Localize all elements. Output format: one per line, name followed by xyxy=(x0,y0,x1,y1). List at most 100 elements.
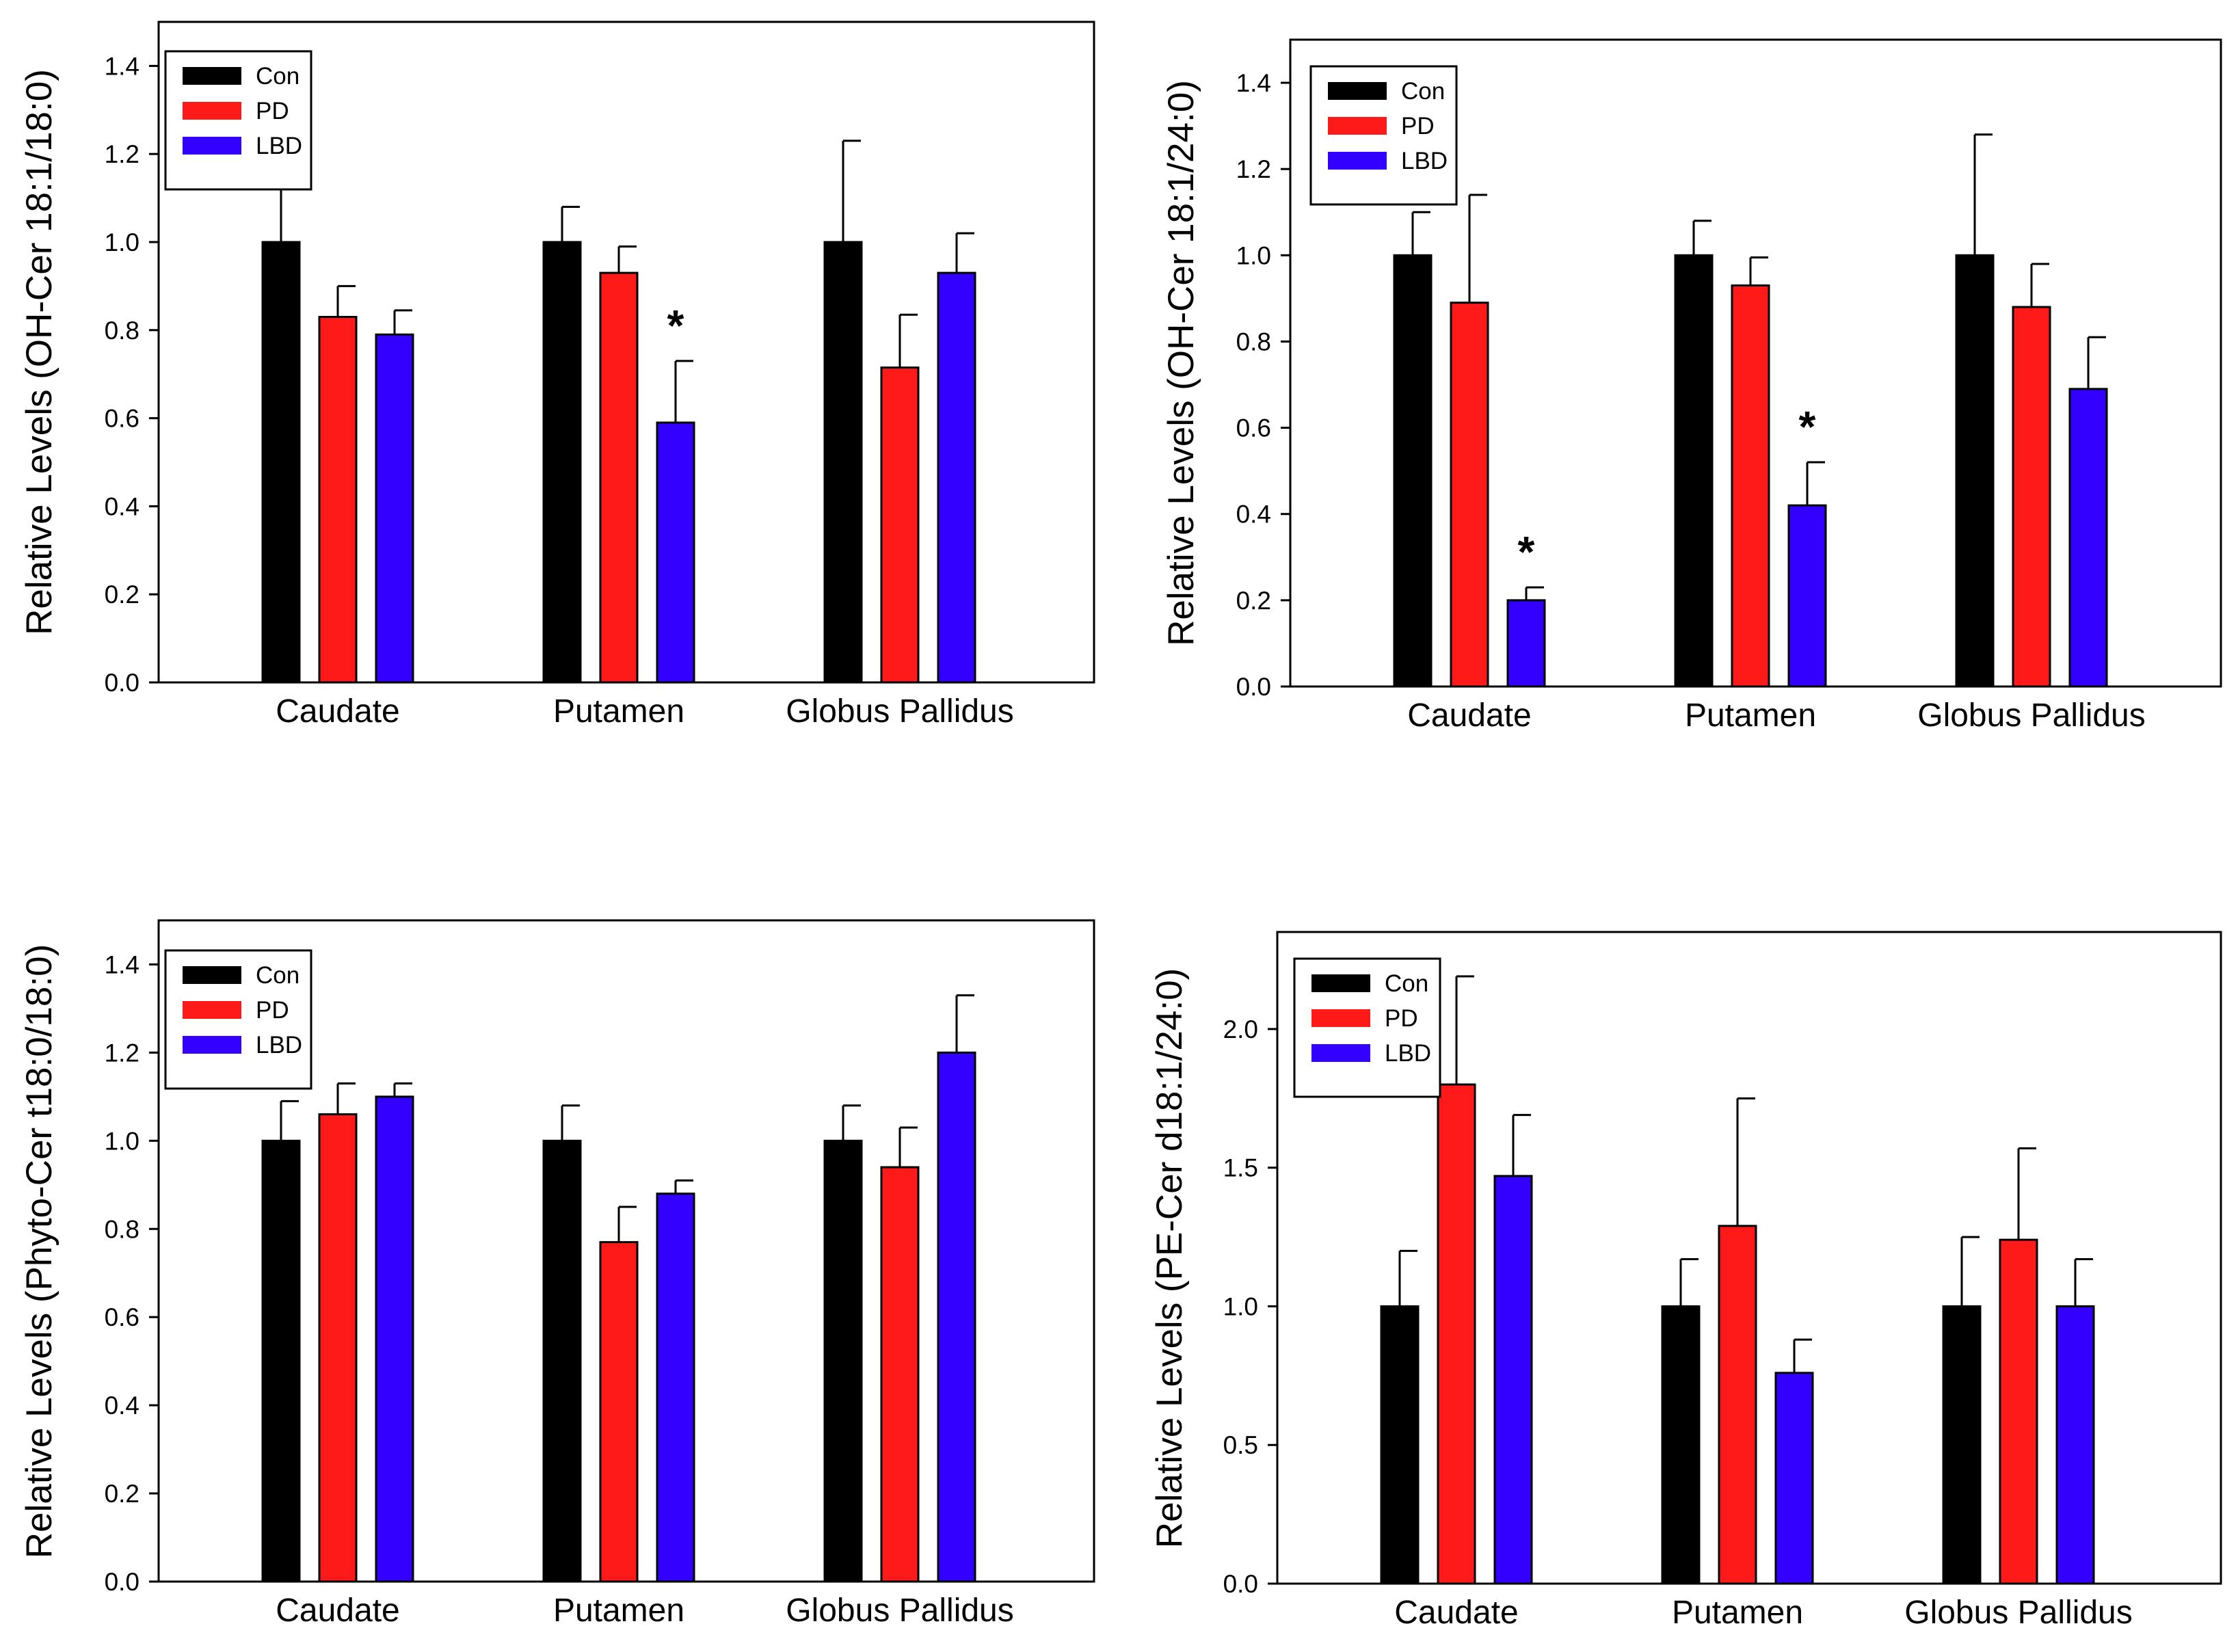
x-category-label: Putamen xyxy=(553,1593,684,1629)
bar-pd-caudate xyxy=(318,315,358,684)
y-tick-label: 0.4 xyxy=(1236,501,1271,529)
y-tick-label: 1.4 xyxy=(105,52,139,80)
y-axis-label: Relative Levels (OH-Cer 18:1/24:0) xyxy=(1161,80,1201,646)
legend-label-con: Con xyxy=(1385,970,1428,997)
x-category-label: Caudate xyxy=(276,1593,399,1629)
y-tick-label: 1.2 xyxy=(105,1039,139,1067)
bar-pd-putamen xyxy=(599,1241,639,1583)
bar-con-putamen xyxy=(542,1139,582,1583)
chart-panel-1: 0.0 0.2 0.4 0.6 0.8 1.0 1.2 1.4 Relative Levels … xyxy=(19,21,1095,730)
legend-swatch-con xyxy=(1311,974,1370,992)
bar-pd-putamen xyxy=(599,271,639,684)
bar-lbd-putamen xyxy=(1774,1372,1814,1585)
bar-con-caudate xyxy=(261,241,301,684)
y-tick-label: 1.2 xyxy=(105,140,139,168)
legend-swatch-lbd xyxy=(1328,152,1387,170)
bar-con-globus-pallidus xyxy=(1955,254,1995,688)
legend-swatch-pd xyxy=(1328,117,1387,135)
y-tick-label: 0.2 xyxy=(105,581,139,609)
legend: Con PD LBD xyxy=(1309,65,1458,206)
bar-lbd-caudate xyxy=(1493,1175,1533,1585)
x-category-label: Globus Pallidus xyxy=(786,693,1014,730)
bar-pd-caudate xyxy=(1437,1083,1476,1585)
bar-lbd-caudate xyxy=(375,1095,414,1583)
x-category-label: Putamen xyxy=(553,693,684,730)
bar-lbd-globus-pallidus xyxy=(937,271,976,684)
y-tick-label: 0.4 xyxy=(105,492,139,520)
chart-panel-2: 0.0 0.2 0.4 0.6 0.8 1.0 1.2 1.4 Relative Levels … xyxy=(1161,38,2222,734)
y-tick-label: 0.0 xyxy=(105,669,139,697)
y-tick-label: 0.5 xyxy=(1223,1431,1258,1459)
x-category-label: Globus Pallidus xyxy=(786,1593,1014,1629)
legend-label-pd: PD xyxy=(1401,113,1435,139)
bar-pd-globus-pallidus xyxy=(1999,1238,2038,1585)
bar-lbd-globus-pallidus xyxy=(937,1051,976,1583)
bar-lbd-globus-pallidus xyxy=(2055,1305,2095,1585)
legend-swatch-pd xyxy=(1311,1009,1370,1027)
y-tick-label: 0.8 xyxy=(105,317,139,345)
legend-label-con: Con xyxy=(1401,78,1445,105)
x-category-label: Caudate xyxy=(1407,697,1531,734)
legend-swatch-lbd xyxy=(183,137,241,155)
y-tick-label: 0.2 xyxy=(1236,587,1271,615)
legend-label-lbd: LBD xyxy=(1401,148,1448,174)
legend-label-pd: PD xyxy=(256,997,289,1024)
bar-con-putamen xyxy=(542,241,582,684)
bar-con-caudate xyxy=(1380,1305,1420,1585)
bar-lbd-caudate xyxy=(375,333,414,684)
y-tick-label: 1.5 xyxy=(1223,1154,1258,1182)
bar-pd-globus-pallidus xyxy=(880,1166,920,1583)
y-tick-label: 0.8 xyxy=(1236,328,1271,356)
bar-con-caudate xyxy=(1393,254,1433,688)
legend-label-lbd: LBD xyxy=(256,1032,302,1058)
bar-con-caudate xyxy=(261,1139,301,1583)
y-tick-label: 0.6 xyxy=(1236,414,1271,442)
legend-swatch-lbd xyxy=(183,1036,241,1054)
y-tick-label: 1.0 xyxy=(1236,241,1271,269)
y-tick-label: 1.0 xyxy=(105,228,139,256)
x-category-label: Caudate xyxy=(276,693,399,730)
legend: Con PD LBD xyxy=(1293,957,1441,1098)
legend-swatch-con xyxy=(1328,82,1387,100)
bar-pd-putamen xyxy=(1731,284,1770,688)
bar-con-globus-pallidus xyxy=(823,241,863,684)
y-tick-label: 0.6 xyxy=(105,405,139,433)
bar-pd-globus-pallidus xyxy=(880,367,920,684)
y-axis-label: Relative Levels (Phyto-Cer t18:0/18:0) xyxy=(19,944,59,1559)
legend-swatch-con xyxy=(183,67,241,85)
bar-lbd-putamen xyxy=(1787,504,1827,688)
legend-label-pd: PD xyxy=(256,98,289,124)
bar-pd-caudate xyxy=(1450,302,1489,688)
bar-con-putamen xyxy=(1661,1305,1701,1585)
legend-swatch-lbd xyxy=(1311,1044,1370,1062)
y-tick-label: 1.2 xyxy=(1236,155,1271,183)
bar-lbd-globus-pallidus xyxy=(2068,388,2108,688)
y-tick-label: 0.2 xyxy=(105,1480,139,1508)
x-category-label: Putamen xyxy=(1672,1595,1803,1631)
x-category-label: Putamen xyxy=(1685,697,1816,734)
bar-lbd-putamen xyxy=(656,421,695,684)
significance-marker: * xyxy=(667,301,684,350)
legend-swatch-con xyxy=(183,966,241,984)
y-tick-label: 1.4 xyxy=(105,950,139,978)
bar-pd-caudate xyxy=(318,1113,358,1583)
chart-panel-4: 0.0 0.5 1.0 1.5 2.0 Relative Levels (PE-Cer d… xyxy=(1149,931,2222,1631)
x-category-label: Globus Pallidus xyxy=(1917,697,2146,734)
bar-pd-globus-pallidus xyxy=(2012,306,2051,688)
legend-label-lbd: LBD xyxy=(1385,1040,1431,1067)
legend-label-lbd: LBD xyxy=(256,133,302,159)
x-category-label: Globus Pallidus xyxy=(1904,1595,2133,1631)
y-tick-label: 1.4 xyxy=(1236,69,1271,97)
bar-pd-putamen xyxy=(1718,1225,1757,1585)
legend: Con PD LBD xyxy=(164,50,312,191)
y-tick-label: 0.0 xyxy=(1223,1570,1258,1598)
y-tick-label: 2.0 xyxy=(1223,1015,1258,1043)
legend-label-pd: PD xyxy=(1385,1005,1418,1032)
legend-swatch-pd xyxy=(183,102,241,120)
bar-con-putamen xyxy=(1674,254,1714,688)
y-axis-label: Relative Levels (PE-Cer d18:1/24:0) xyxy=(1149,968,1190,1548)
y-tick-label: 0.8 xyxy=(105,1215,139,1243)
legend-label-con: Con xyxy=(256,962,299,989)
significance-marker: * xyxy=(1518,527,1535,576)
y-tick-label: 0.0 xyxy=(105,1568,139,1596)
